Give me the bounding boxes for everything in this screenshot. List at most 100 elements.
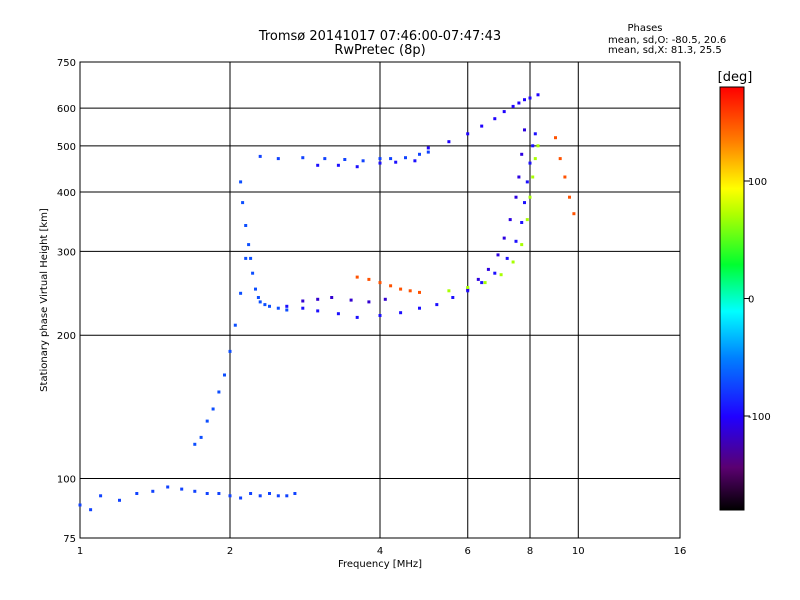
data-point [355, 275, 359, 279]
chart-title: Tromsø 20141017 07:46:00-07:47:43 [258, 29, 501, 44]
data-point [241, 201, 245, 205]
phase-stats-o: mean, sd,O: -80.5, 20.6 [608, 35, 726, 46]
data-point [483, 281, 487, 285]
data-point [404, 156, 407, 160]
data-point [496, 253, 500, 257]
data-point [525, 180, 529, 184]
y-tick-labels: 75 100 200 300 400 500 600 750 [57, 58, 76, 545]
data-point [528, 96, 532, 100]
data-point [89, 508, 93, 512]
y-tick-label: 100 [57, 475, 76, 486]
y-tick-label: 200 [57, 331, 76, 342]
data-point [316, 297, 320, 301]
data-point [180, 487, 184, 491]
data-point [523, 128, 526, 132]
data-point [330, 296, 334, 299]
data-point [451, 296, 455, 299]
data-point [399, 311, 403, 315]
data-point [193, 442, 197, 446]
data-point [426, 146, 430, 150]
data-point [531, 175, 535, 179]
data-point [536, 93, 540, 97]
data-point [511, 260, 515, 264]
data-point [367, 300, 371, 304]
data-point [285, 308, 289, 312]
data-point [572, 212, 576, 216]
phase-stats-heading: Phases [627, 23, 662, 34]
data-point [293, 492, 297, 495]
data-point [285, 494, 289, 498]
data-point [378, 161, 382, 165]
data-point [256, 296, 260, 299]
data-points [78, 93, 576, 512]
data-point [502, 110, 506, 114]
data-point [399, 287, 403, 291]
data-point [517, 175, 521, 179]
x-tick-label: 2 [227, 546, 233, 557]
data-point [447, 140, 451, 144]
data-point [514, 239, 518, 243]
data-point [466, 132, 470, 136]
colorbar-label: [deg] [718, 70, 753, 85]
y-axis-label: Stationary phase Virtual Height [km] [39, 208, 50, 392]
data-point [389, 284, 393, 288]
data-point [211, 407, 215, 411]
data-point [528, 161, 532, 165]
data-point [508, 218, 512, 222]
colorbar-tick-label: 0 [748, 295, 754, 306]
data-point [533, 132, 537, 136]
data-point [276, 157, 280, 161]
data-point [435, 303, 439, 307]
colorbar-gradient [719, 86, 745, 511]
data-point [466, 287, 470, 291]
y-tick-label: 500 [57, 142, 76, 153]
data-point [285, 304, 289, 308]
data-point [323, 157, 327, 161]
data-point [517, 101, 521, 105]
data-point [520, 221, 524, 224]
data-point [228, 349, 232, 353]
data-point [258, 300, 262, 304]
data-point [531, 144, 535, 148]
data-point [493, 117, 497, 121]
data-point [258, 154, 262, 158]
y-tick-label: 600 [57, 104, 76, 115]
data-point [99, 494, 103, 498]
data-point [413, 159, 417, 163]
x-axis-label: Frequency [MHz] [338, 559, 422, 570]
data-point [554, 136, 557, 140]
data-point [78, 503, 82, 507]
plot-area: 1 2 4 6 8 10 16 75 100 200 300 400 500 600 750 [57, 58, 686, 557]
data-point [217, 390, 221, 394]
data-point [466, 286, 470, 289]
x-tick-label: 16 [674, 546, 687, 557]
x-tick-label: 6 [465, 546, 471, 557]
data-point [205, 492, 209, 495]
x-tick-label: 10 [572, 546, 585, 557]
data-point [418, 306, 421, 310]
data-point [502, 236, 506, 240]
data-point [361, 159, 365, 163]
data-point [276, 494, 280, 498]
data-point [480, 281, 484, 285]
data-point [486, 267, 490, 271]
colorbar: [deg] 100 0 -100 [718, 70, 771, 511]
data-point [408, 289, 412, 293]
data-point [418, 290, 421, 294]
data-point [525, 218, 529, 222]
data-point [558, 157, 562, 161]
data-point [367, 277, 371, 281]
x-tick-labels: 1 2 4 6 8 10 16 [77, 546, 687, 557]
data-point [528, 195, 532, 199]
grid-lines [80, 62, 680, 538]
chart-subtitle: RwPretec (8p) [334, 43, 425, 58]
data-point [316, 309, 320, 313]
colorbar-tick-label: 100 [748, 177, 767, 188]
data-point [476, 277, 480, 281]
data-point [418, 152, 421, 156]
data-point [466, 289, 470, 293]
data-point [301, 156, 305, 160]
data-point [223, 373, 226, 377]
data-point [251, 271, 255, 275]
